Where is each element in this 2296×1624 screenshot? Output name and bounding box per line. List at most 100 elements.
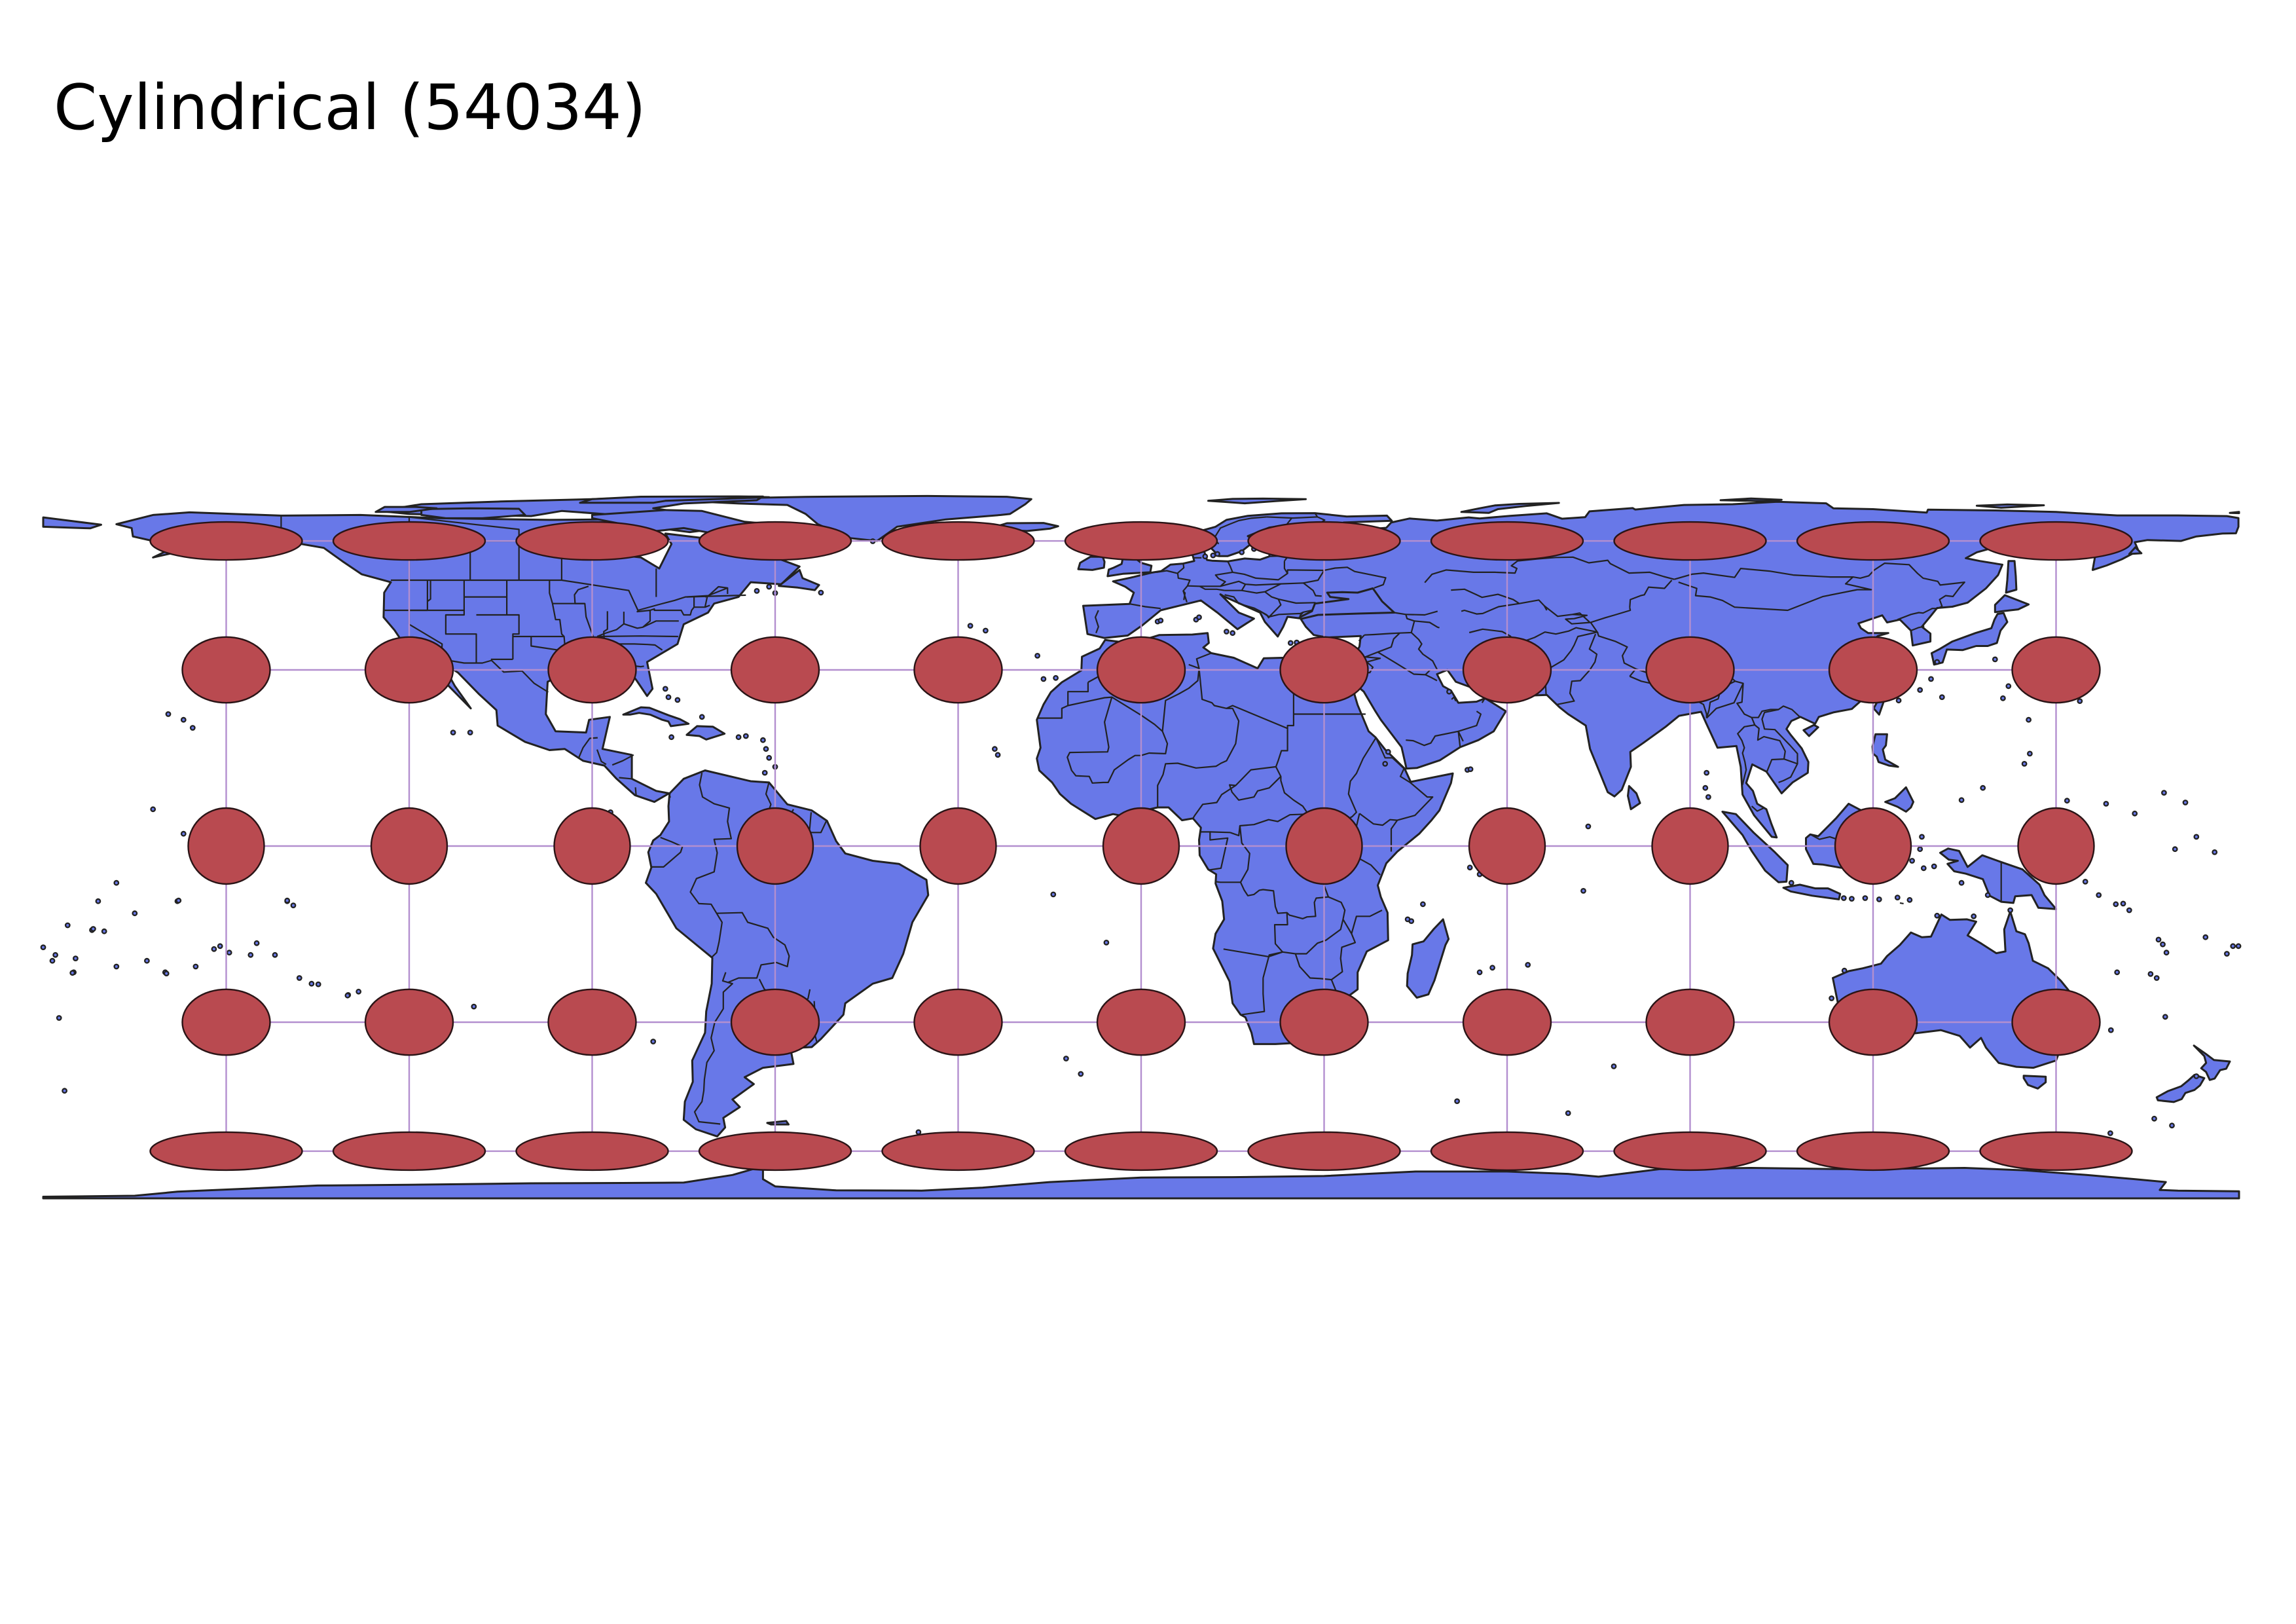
small-island xyxy=(52,951,59,958)
country-border xyxy=(1557,633,1598,705)
landmass-new-zealand-north xyxy=(2193,1044,2231,1081)
small-island xyxy=(2202,934,2209,940)
small-island xyxy=(1917,687,1923,693)
small-island xyxy=(175,897,182,904)
landmass-svalbard xyxy=(1207,497,1307,505)
small-island xyxy=(2107,1130,2113,1136)
landmass-ellesmere xyxy=(579,495,771,504)
landmass-falklands xyxy=(766,1120,790,1126)
small-island xyxy=(2113,901,2119,908)
tissot-indicatrix xyxy=(1979,521,2133,561)
landmass-north-america xyxy=(115,511,801,803)
landmass-newfoundland xyxy=(778,568,820,591)
small-island xyxy=(1580,888,1586,894)
small-island xyxy=(742,733,749,739)
small-island xyxy=(272,951,278,958)
small-island xyxy=(2223,951,2230,957)
landmass-madagascar xyxy=(1406,918,1450,999)
country-border xyxy=(1461,599,1548,615)
tissot-indicatrix xyxy=(149,521,303,561)
small-island xyxy=(2163,950,2170,956)
tissot-indicatrix xyxy=(547,988,637,1056)
small-island xyxy=(2026,750,2033,757)
country-border xyxy=(427,580,431,602)
small-island xyxy=(2107,1027,2114,1033)
landmass-banks-island xyxy=(374,506,438,513)
small-island xyxy=(766,583,773,590)
country-border xyxy=(1066,696,1169,784)
small-island xyxy=(2077,698,2083,705)
country-border xyxy=(1406,730,1461,748)
tissot-indicatrix xyxy=(1064,521,1218,561)
tissot-indicatrix xyxy=(1645,988,1735,1056)
small-island xyxy=(760,737,766,743)
small-island xyxy=(1862,895,1868,901)
small-island xyxy=(247,951,254,958)
small-island xyxy=(69,970,76,976)
landmass-luzon xyxy=(1871,733,1899,768)
small-island xyxy=(2160,941,2166,948)
country-border xyxy=(1182,590,1186,600)
small-island xyxy=(1476,969,1483,976)
small-island xyxy=(1841,967,1848,974)
country-border xyxy=(1130,603,1161,610)
small-island xyxy=(2160,790,2167,796)
small-island xyxy=(668,734,674,741)
tissot-indicatrix xyxy=(698,1131,852,1172)
country-border xyxy=(1230,813,1309,837)
landmass-tasmania xyxy=(2022,1075,2047,1090)
small-island xyxy=(650,1039,657,1044)
landmass-cuba xyxy=(622,706,690,728)
small-island xyxy=(2103,801,2109,807)
small-island xyxy=(1408,918,1415,925)
tissot-indicatrix xyxy=(1247,521,1401,561)
tissot-indicatrix xyxy=(919,807,997,885)
small-island xyxy=(62,1088,68,1094)
small-island xyxy=(1489,965,1496,971)
country-border xyxy=(619,777,632,780)
small-island xyxy=(1224,629,1230,635)
landmass-hainan xyxy=(1802,724,1819,737)
small-island xyxy=(1917,846,1923,853)
small-island xyxy=(1920,865,1927,872)
small-island xyxy=(2230,943,2236,950)
small-island xyxy=(665,694,672,701)
tissot-indicatrix xyxy=(1651,807,1729,885)
small-island xyxy=(1702,784,1709,791)
tissot-indicatrix xyxy=(181,636,271,704)
tissot-indicatrix xyxy=(1834,807,1912,885)
tissot-indicatrix xyxy=(1247,1131,1401,1172)
small-island xyxy=(2169,1122,2175,1129)
country-border xyxy=(1330,919,1357,992)
country-border xyxy=(1281,582,1322,597)
country-border xyxy=(1232,561,1288,581)
small-island xyxy=(2153,975,2160,981)
country-border xyxy=(1899,902,1904,904)
small-island xyxy=(2120,900,2126,907)
small-island xyxy=(2235,943,2242,950)
small-island xyxy=(2193,834,2200,840)
country-border xyxy=(1596,631,1637,670)
small-island xyxy=(253,940,260,946)
country-border xyxy=(1266,516,1318,519)
country-border xyxy=(1414,620,1440,629)
small-island xyxy=(761,769,768,776)
landmass-greenland xyxy=(695,494,1032,542)
small-island xyxy=(1934,912,1941,919)
tissot-indicatrix xyxy=(364,988,454,1056)
small-island xyxy=(101,928,107,934)
country-border xyxy=(1241,978,1266,1016)
small-island xyxy=(1876,896,1882,902)
small-island xyxy=(1934,659,1941,665)
small-island xyxy=(1525,962,1531,968)
landmass-severnaya-zemlya xyxy=(1719,497,1783,502)
small-island xyxy=(40,944,46,951)
tissot-indicatrix xyxy=(2011,988,2101,1056)
small-island xyxy=(1210,552,1216,559)
tissot-indicatrix xyxy=(1828,988,1918,1056)
small-island xyxy=(315,981,321,987)
landmass-ireland xyxy=(1077,555,1106,571)
country-border xyxy=(1239,825,1250,883)
small-island xyxy=(1382,761,1389,767)
small-island xyxy=(2126,907,2132,913)
